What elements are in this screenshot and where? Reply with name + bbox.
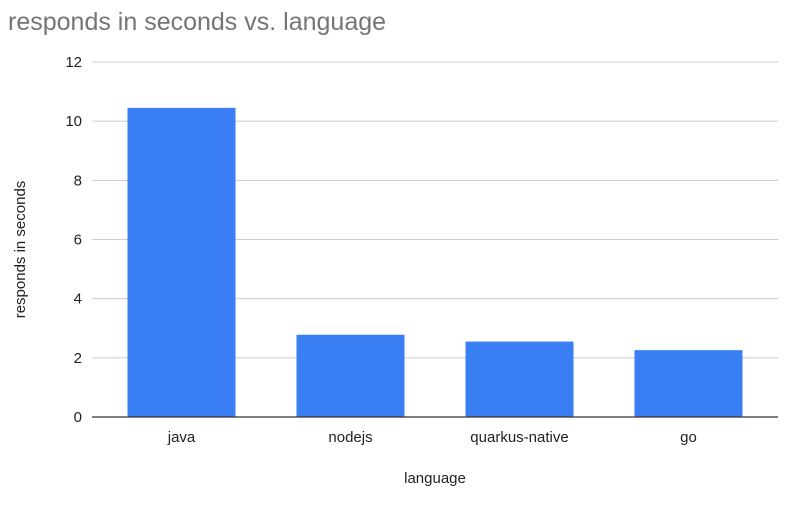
y-axis-ticks: 0 2 4 6 8 10 12: [65, 54, 82, 426]
y-tick-label: 4: [74, 291, 82, 308]
bar-go: [634, 350, 743, 417]
bar-nodejs: [296, 334, 405, 417]
bars: [127, 107, 743, 418]
x-axis-ticks: java nodejs quarkus-native go: [167, 429, 697, 446]
y-axis-label: responds in seconds: [12, 181, 29, 319]
y-tick-label: 0: [74, 409, 82, 426]
x-tick-label: nodejs: [328, 429, 372, 446]
x-axis-label: language: [404, 470, 466, 487]
bar-java: [127, 107, 236, 418]
bar-quarkus-native: [465, 341, 574, 417]
y-tick-label: 8: [74, 172, 82, 189]
x-tick-label: go: [680, 429, 697, 446]
y-tick-label: 10: [65, 113, 82, 130]
y-tick-label: 2: [74, 350, 82, 367]
y-tick-label: 12: [65, 54, 82, 71]
x-tick-label: java: [167, 429, 196, 446]
x-tick-label: quarkus-native: [470, 429, 568, 446]
y-tick-label: 6: [74, 232, 82, 249]
chart-title: responds in seconds vs. language: [8, 8, 386, 36]
